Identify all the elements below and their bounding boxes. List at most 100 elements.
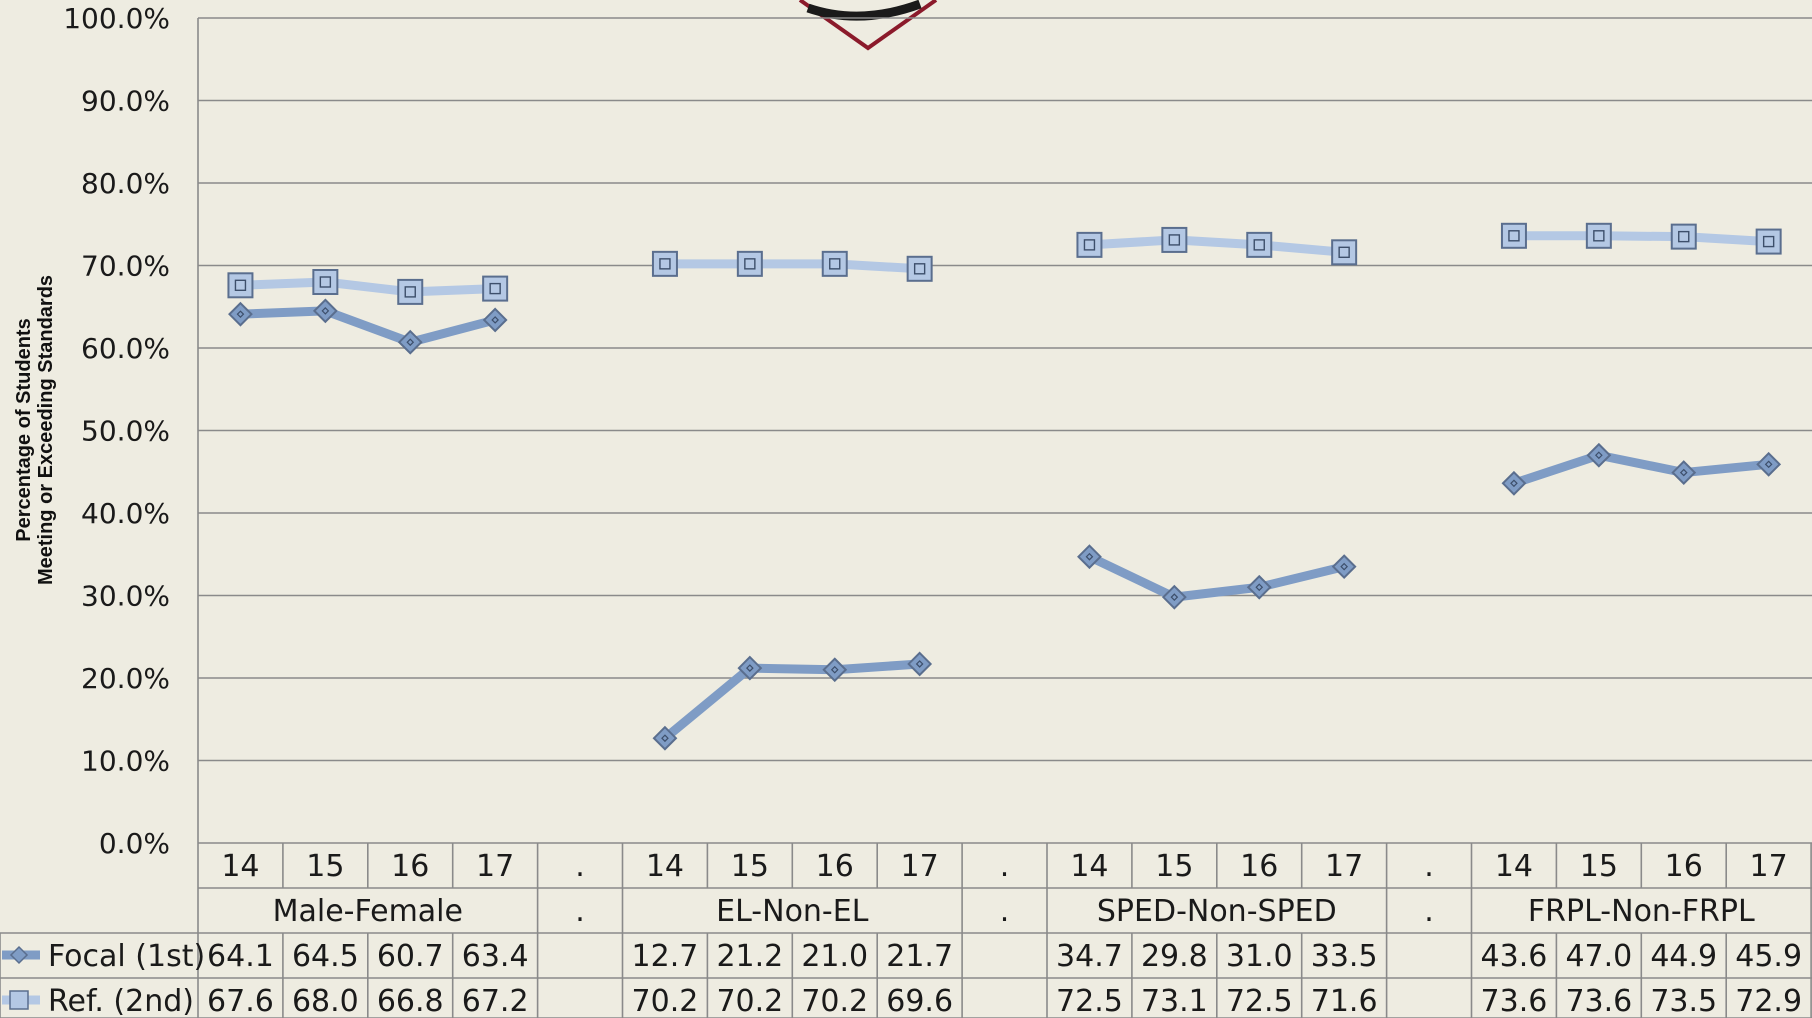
data-table-value: 72.5 (1056, 984, 1123, 1018)
data-point-square-inner (234, 279, 247, 291)
y-tick-label: 0.0% (99, 827, 170, 860)
data-table-value: 73.6 (1481, 984, 1548, 1018)
data-table-value: 73.6 (1565, 984, 1632, 1018)
data-point-diamond (652, 725, 678, 751)
x-tick-label-year: 17 (1325, 849, 1363, 884)
series-line (240, 277, 496, 297)
data-point-square (1076, 231, 1103, 258)
x-tick-label-year: 16 (816, 849, 854, 884)
y-tick-label: 80.0% (81, 167, 170, 200)
separator-label: . (575, 849, 585, 884)
data-point-diamond-inner (1170, 593, 1179, 601)
data-point-square-inner (319, 276, 332, 288)
separator-label: . (1424, 849, 1434, 884)
series-line (664, 259, 920, 274)
data-point-square (1246, 231, 1273, 258)
data-point-square-inner (1593, 230, 1605, 242)
data-point-diamond-inner (321, 307, 330, 315)
data-point-square (1500, 222, 1527, 249)
data-table-value: 44.9 (1650, 939, 1717, 974)
data-point-diamond-inner (1255, 583, 1264, 592)
data-point-square (736, 250, 763, 277)
data-table-value: 12.7 (632, 939, 699, 974)
legend-label: Ref. (2nd) (48, 984, 194, 1018)
x-tick-label-year: 17 (901, 849, 939, 884)
data-point-square (1670, 223, 1697, 250)
data-point-diamond (228, 301, 253, 327)
y-tick-label: 10.0% (81, 745, 170, 778)
data-point-square-inner (744, 258, 756, 270)
data-table-value: 43.6 (1481, 939, 1548, 974)
series-line (1089, 235, 1345, 257)
data-point-diamond-inner (830, 665, 839, 674)
data-point-diamond-inner (1595, 451, 1603, 460)
data-table-value: 68.0 (292, 984, 359, 1018)
data-table-value: 47.0 (1565, 939, 1632, 974)
data-point-diamond (1331, 554, 1357, 580)
data-point-diamond (1246, 574, 1272, 600)
data-table-value: 45.9 (1735, 939, 1802, 974)
data-point-square-inner (659, 258, 671, 270)
data-point-square-inner (1762, 235, 1775, 248)
series-focal (228, 298, 1782, 751)
separator-label: . (1424, 894, 1434, 929)
data-point-square-inner (1678, 230, 1690, 243)
data-point-diamond-inner (1510, 479, 1518, 488)
data-point-diamond (822, 657, 848, 683)
data-point-diamond (1077, 544, 1102, 570)
x-tick-label-year: 14 (1495, 849, 1533, 884)
data-point-square (821, 250, 848, 277)
data-table-value: 66.8 (377, 984, 444, 1018)
data-point-diamond (1756, 451, 1782, 477)
data-table-value: 21.0 (801, 939, 868, 974)
data-table-value: 70.2 (716, 984, 783, 1018)
data-point-diamond-inner (491, 316, 499, 324)
data-table-value: 70.2 (632, 984, 699, 1018)
data-point-square-inner (829, 258, 841, 270)
data-table-value: 71.6 (1311, 984, 1378, 1018)
data-point-square (482, 275, 509, 302)
data-point-diamond (1671, 460, 1697, 485)
data-point-diamond-inner (236, 310, 245, 319)
x-tick-label-year: 16 (1240, 849, 1278, 884)
data-table-value: 73.1 (1141, 984, 1208, 1018)
data-point-square-inner (1168, 234, 1181, 246)
data-point-diamond-inner (406, 338, 415, 347)
y-tick-label: 50.0% (81, 415, 170, 448)
data-table-value: 33.5 (1311, 939, 1378, 974)
legend-marker-square (9, 990, 29, 1010)
series-line (240, 306, 497, 347)
data-point-diamond (1161, 584, 1187, 610)
data-table-value: 72.5 (1226, 984, 1293, 1018)
x-tick-label-year: 15 (1580, 849, 1618, 884)
data-table-value: 21.2 (716, 939, 783, 974)
data-point-diamond (312, 298, 338, 324)
data-point-diamond-inner (746, 664, 754, 672)
data-point-square-inner (1253, 239, 1265, 251)
data-table-value: 67.6 (207, 984, 274, 1018)
data-table-value: 64.1 (207, 939, 274, 974)
y-tick-label: 90.0% (81, 85, 170, 118)
data-point-diamond (1501, 470, 1527, 496)
data-table-value: 69.6 (886, 984, 953, 1018)
data-point-square (312, 269, 339, 295)
data-point-diamond (907, 651, 933, 677)
data-table-value: 63.4 (462, 939, 529, 974)
y-tick-label: 30.0% (81, 580, 170, 613)
data-point-square-inner (404, 286, 416, 298)
y-tick-label: 70.0% (81, 250, 170, 283)
data-table-value: 73.5 (1650, 984, 1717, 1018)
y-tick-label: 20.0% (81, 662, 170, 695)
data-table-value: 34.7 (1056, 939, 1123, 974)
data-point-square-inner (913, 263, 926, 275)
series-line (1512, 450, 1770, 488)
logo-fragment (798, 0, 938, 51)
x-tick-label-year: 15 (731, 849, 769, 884)
x-tick-label-year: 17 (476, 849, 514, 884)
data-point-square-inner (1338, 246, 1350, 259)
series-line (662, 659, 920, 742)
data-point-diamond-inner (915, 660, 924, 668)
data-point-diamond (397, 329, 423, 355)
data-point-diamond-inner (1679, 468, 1688, 477)
